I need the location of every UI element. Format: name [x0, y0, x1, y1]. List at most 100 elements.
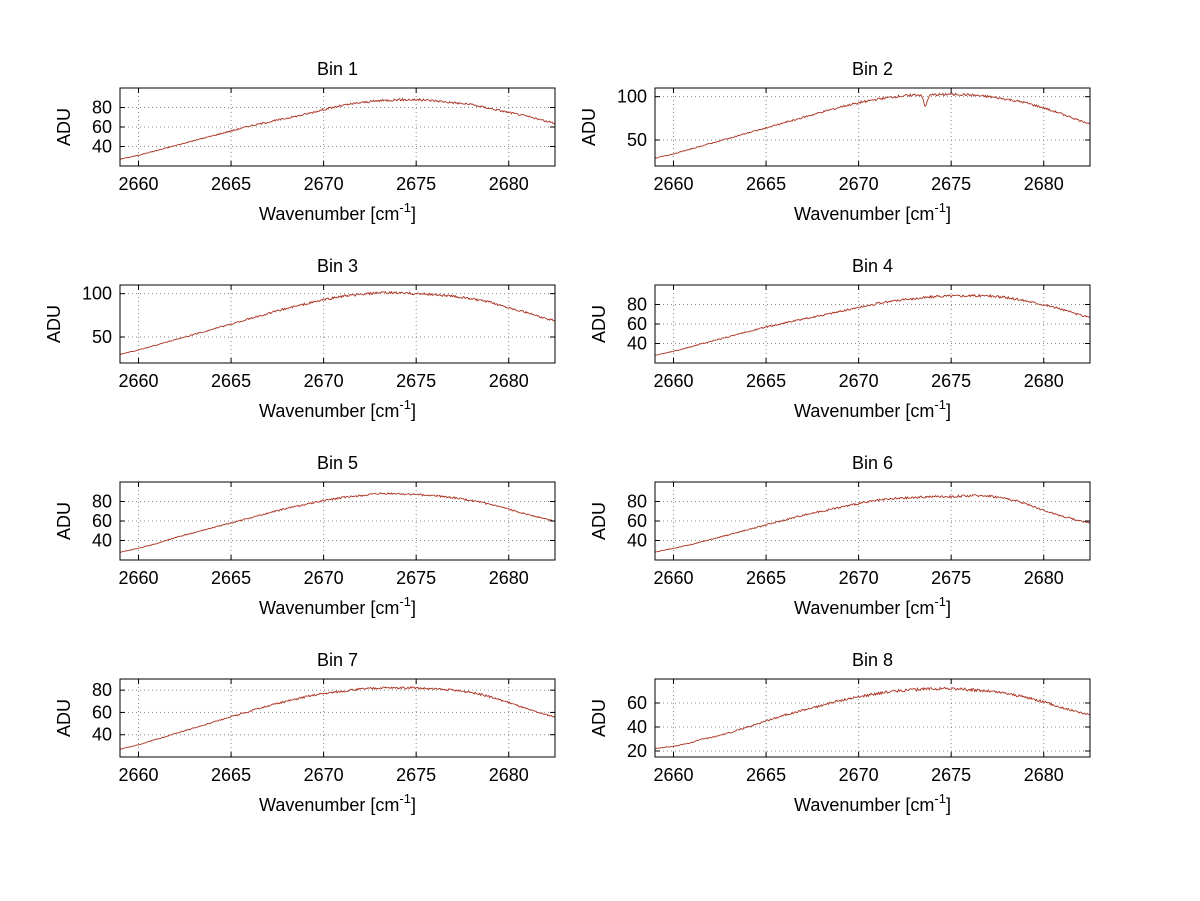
- subplot-bin-8: Bin 8 2660 2665 2670 2675 2680 20 40 60 Wavenumbe…: [589, 650, 1091, 815]
- x-tick-label: 2675: [396, 371, 436, 391]
- x-tick-label: 2670: [304, 765, 344, 785]
- y-tick-label: 50: [627, 130, 647, 150]
- x-tick-label: 2675: [396, 174, 436, 194]
- subplot-title: Bin 3: [317, 256, 358, 276]
- x-tick-label: 2665: [746, 371, 786, 391]
- y-tick-label: 80: [627, 295, 647, 315]
- series-line: [120, 97, 555, 160]
- x-axis-label: Wavenumber [cm-1]: [259, 791, 416, 815]
- x-tick-label: 2670: [839, 568, 879, 588]
- y-tick-label: 40: [92, 137, 112, 157]
- x-tick-label: 2670: [304, 174, 344, 194]
- x-tick-label: 2665: [746, 174, 786, 194]
- y-tick-label: 60: [92, 702, 112, 722]
- x-tick-label: 2670: [839, 174, 879, 194]
- subplot-title: Bin 6: [852, 453, 893, 473]
- y-tick-label: 80: [92, 680, 112, 700]
- x-tick-label: 2660: [653, 568, 693, 588]
- x-tick-label: 2680: [1024, 765, 1064, 785]
- subplot-title: Bin 7: [317, 650, 358, 670]
- x-tick-label: 2670: [304, 371, 344, 391]
- x-tick-label: 2660: [653, 765, 693, 785]
- x-tick-label: 2670: [304, 568, 344, 588]
- subplot-title: Bin 1: [317, 59, 358, 79]
- x-tick-label: 2665: [211, 174, 251, 194]
- x-tick-label: 2665: [211, 765, 251, 785]
- x-tick-label: 2660: [653, 174, 693, 194]
- x-tick-label: 2660: [653, 371, 693, 391]
- x-tick-label: 2680: [489, 765, 529, 785]
- y-tick-label: 40: [627, 334, 647, 354]
- y-tick-label: 40: [92, 725, 112, 745]
- x-axis-label: Wavenumber [cm-1]: [259, 200, 416, 224]
- x-tick-label: 2670: [839, 765, 879, 785]
- y-axis-label: ADU: [54, 699, 74, 737]
- x-tick-label: 2680: [1024, 174, 1064, 194]
- x-tick-label: 2675: [396, 568, 436, 588]
- y-tick-label: 60: [92, 511, 112, 531]
- x-axis-label: Wavenumber [cm-1]: [794, 200, 951, 224]
- x-tick-label: 2660: [118, 174, 158, 194]
- y-tick-label: 80: [627, 492, 647, 512]
- subplot-bin-3: Bin 3 2660 2665 2670 2675 2680 50 100 Wavenumber…: [44, 256, 556, 421]
- axes-box: [119, 284, 556, 364]
- x-tick-label: 2680: [1024, 568, 1064, 588]
- y-axis-label: ADU: [589, 502, 609, 540]
- x-tick-label: 2665: [211, 371, 251, 391]
- y-tick-label: 50: [92, 327, 112, 347]
- y-tick-label: 60: [627, 314, 647, 334]
- series-line: [655, 493, 1090, 553]
- x-tick-label: 2675: [931, 765, 971, 785]
- x-tick-label: 2680: [489, 568, 529, 588]
- y-tick-label: 20: [627, 741, 647, 761]
- y-axis-label: ADU: [54, 108, 74, 146]
- subplot-title: Bin 2: [852, 59, 893, 79]
- subplot-title: Bin 4: [852, 256, 893, 276]
- axes-box: [119, 678, 556, 758]
- y-tick-label: 40: [627, 717, 647, 737]
- y-tick-label: 100: [617, 87, 647, 107]
- x-tick-label: 2675: [931, 371, 971, 391]
- x-tick-label: 2680: [489, 174, 529, 194]
- y-axis-label: ADU: [589, 699, 609, 737]
- subplot-title: Bin 8: [852, 650, 893, 670]
- y-tick-label: 80: [92, 98, 112, 118]
- x-tick-label: 2675: [931, 174, 971, 194]
- x-tick-label: 2665: [746, 568, 786, 588]
- x-axis-label: Wavenumber [cm-1]: [259, 594, 416, 618]
- y-axis-label: ADU: [44, 305, 64, 343]
- y-tick-label: 60: [627, 511, 647, 531]
- series-line: [120, 492, 555, 553]
- x-tick-label: 2680: [489, 371, 529, 391]
- x-tick-label: 2660: [118, 371, 158, 391]
- x-tick-label: 2665: [211, 568, 251, 588]
- subplot-bin-2: Bin 2 2660 2665 2670 2675 2680 50 100 Wavenumber…: [579, 59, 1091, 224]
- axes-box: [654, 678, 1091, 758]
- x-tick-label: 2660: [118, 765, 158, 785]
- y-tick-label: 60: [92, 117, 112, 137]
- y-axis-label: ADU: [579, 108, 599, 146]
- x-tick-label: 2665: [746, 765, 786, 785]
- y-tick-label: 60: [627, 693, 647, 713]
- y-tick-label: 40: [627, 531, 647, 551]
- y-tick-label: 100: [82, 284, 112, 304]
- subplot-title: Bin 5: [317, 453, 358, 473]
- x-axis-label: Wavenumber [cm-1]: [794, 791, 951, 815]
- y-tick-label: 40: [92, 531, 112, 551]
- x-tick-label: 2675: [931, 568, 971, 588]
- x-axis-label: Wavenumber [cm-1]: [259, 397, 416, 421]
- y-axis-label: ADU: [589, 305, 609, 343]
- series-line: [120, 290, 555, 355]
- series-line: [655, 293, 1090, 356]
- series-line: [655, 92, 1090, 159]
- y-axis-label: ADU: [54, 502, 74, 540]
- x-tick-label: 2675: [396, 765, 436, 785]
